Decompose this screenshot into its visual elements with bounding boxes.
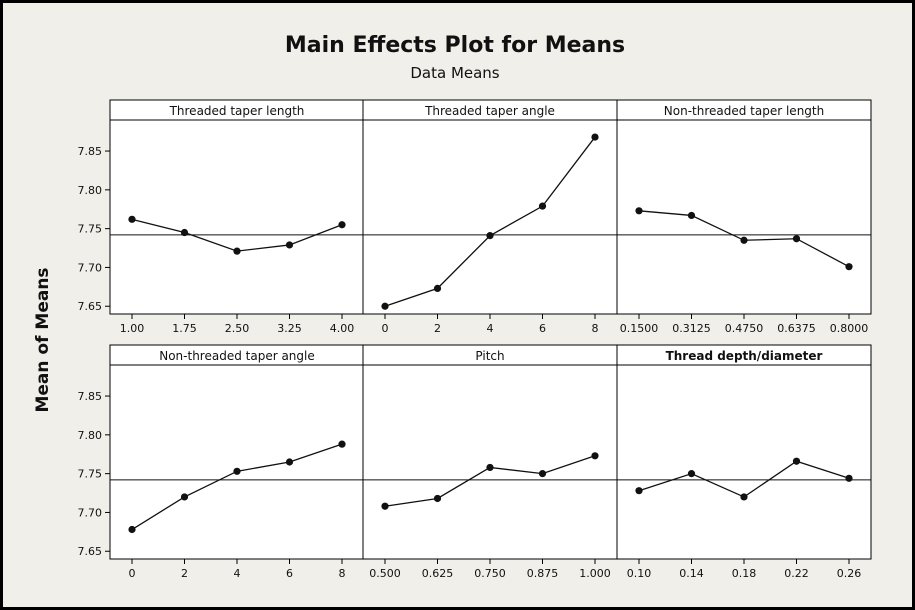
data-point <box>792 457 801 465</box>
panel-title: Thread depth/diameter <box>666 349 823 363</box>
data-point <box>233 247 241 255</box>
x-tick-label: 8 <box>592 322 599 335</box>
data-point <box>285 458 294 466</box>
x-tick-label: 0.1500 <box>620 322 659 335</box>
data-point <box>338 440 346 448</box>
data-point <box>433 494 442 503</box>
y-tick-label: 7.75 <box>78 468 103 481</box>
x-tick-label: 0.750 <box>474 567 506 580</box>
panel-title: Pitch <box>475 349 504 363</box>
x-tick-label: 2 <box>434 322 441 335</box>
x-tick-label: 0 <box>382 322 389 335</box>
data-point <box>687 211 696 220</box>
data-point <box>128 215 136 223</box>
x-tick-label: 0.8000 <box>830 322 869 335</box>
data-point <box>486 463 494 472</box>
y-tick-label: 7.80 <box>78 184 103 197</box>
data-point <box>285 241 294 249</box>
x-tick-label: 2 <box>181 567 188 580</box>
x-tick-label: 0.4750 <box>725 322 764 335</box>
panel-plot-area <box>362 364 618 560</box>
x-tick-label: 6 <box>539 322 546 335</box>
panel-plot-area <box>616 119 872 315</box>
x-tick-label: 0.14 <box>679 567 704 580</box>
y-tick-label: 7.80 <box>78 429 103 442</box>
data-point <box>687 470 696 478</box>
x-tick-label: 3.25 <box>277 322 302 335</box>
data-point <box>591 452 599 460</box>
data-point <box>591 133 599 141</box>
chart-subtitle: Data Means <box>410 64 499 82</box>
y-tick-label: 7.70 <box>78 261 103 274</box>
data-point <box>635 487 643 495</box>
data-point <box>538 470 547 478</box>
panel-title: Threaded taper angle <box>424 104 555 118</box>
data-point <box>128 525 136 534</box>
panel-title: Non-threaded taper angle <box>159 349 315 363</box>
x-tick-label: 0.875 <box>527 567 559 580</box>
data-point <box>433 284 442 292</box>
x-tick-label: 1.75 <box>172 322 197 335</box>
x-tick-label: 0 <box>129 567 136 580</box>
y-tick-label: 7.75 <box>78 223 103 236</box>
y-tick-label: 7.65 <box>78 545 103 558</box>
x-tick-label: 8 <box>339 567 346 580</box>
y-axis-label: Mean of Means <box>33 267 53 412</box>
chart-title: Main Effects Plot for Means <box>285 33 625 58</box>
x-tick-label: 2.50 <box>225 322 250 335</box>
panel-title: Non-threaded taper length <box>664 104 824 118</box>
panel-plot-area <box>616 364 872 560</box>
panel-plot-area <box>109 364 365 560</box>
data-point <box>381 302 389 310</box>
x-tick-label: 1.000 <box>579 567 611 580</box>
data-point <box>792 235 801 243</box>
x-tick-label: 4.00 <box>330 322 355 335</box>
data-point <box>233 467 241 475</box>
panel-title: Threaded taper length <box>169 104 305 118</box>
y-tick-label: 7.65 <box>78 300 103 313</box>
data-point <box>740 236 748 244</box>
data-point <box>180 228 189 237</box>
y-tick-label: 7.70 <box>78 506 103 519</box>
data-point <box>180 493 189 501</box>
x-tick-label: 6 <box>286 567 293 580</box>
x-tick-label: 4 <box>487 322 494 335</box>
panels-group: Threaded taper length 1.00 1.75 2.50 3.25 4.0… <box>78 99 872 580</box>
panel-plot-area <box>109 119 365 315</box>
x-tick-label: 4 <box>234 567 241 580</box>
data-point <box>381 502 389 510</box>
data-point <box>338 221 346 229</box>
data-point <box>845 263 853 271</box>
x-tick-label: 0.22 <box>784 567 809 580</box>
data-point <box>740 493 748 501</box>
data-point <box>635 207 643 215</box>
data-point <box>538 202 547 210</box>
y-tick-label: 7.85 <box>78 390 103 403</box>
x-tick-label: 1.00 <box>120 322 145 335</box>
x-tick-label: 0.500 <box>369 567 401 580</box>
data-point <box>486 232 494 240</box>
x-tick-label: 0.6375 <box>777 322 816 335</box>
panel-plot-area <box>362 119 618 315</box>
y-tick-label: 7.85 <box>78 145 103 158</box>
x-tick-label: 0.26 <box>837 567 862 580</box>
x-tick-label: 0.10 <box>627 567 652 580</box>
x-tick-label: 0.18 <box>732 567 757 580</box>
data-point <box>845 474 853 482</box>
x-tick-label: 0.3125 <box>672 322 711 335</box>
x-tick-label: 0.625 <box>422 567 454 580</box>
